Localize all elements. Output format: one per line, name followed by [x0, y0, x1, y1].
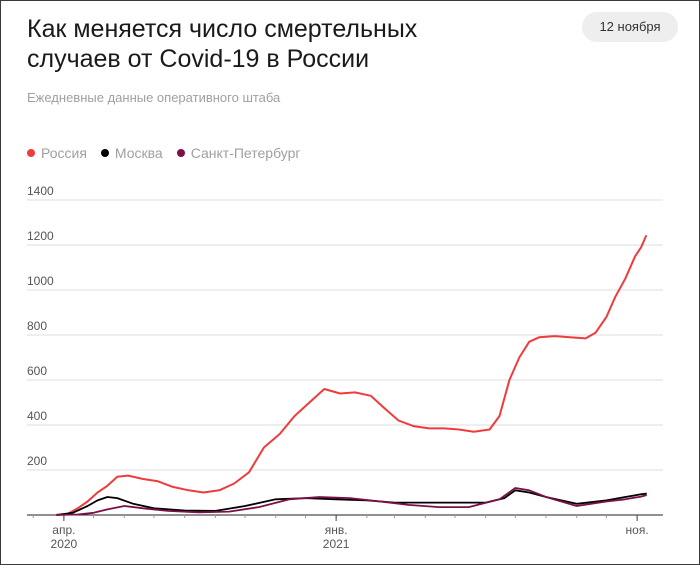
- legend-dot-russia: [27, 149, 35, 157]
- x-tick-label: янв.: [325, 523, 348, 537]
- y-tick-label: 800: [27, 319, 47, 333]
- legend-label-spb: Санкт-Петербург: [190, 145, 301, 161]
- series-line-0: [56, 235, 647, 516]
- series-layer: [56, 235, 647, 516]
- y-tick-label: 200: [27, 454, 47, 468]
- date-badge: 12 ноября: [582, 12, 678, 42]
- x-tick-label: апр.: [52, 523, 75, 537]
- series-line-2: [56, 487, 647, 516]
- x-tick-sublabel: 2021: [323, 537, 350, 551]
- legend-label-moscow: Москва: [114, 145, 163, 161]
- y-tick-label: 1200: [27, 229, 54, 243]
- legend-item-spb[interactable]: Санкт-Петербург: [176, 145, 301, 161]
- legend-item-moscow[interactable]: Москва: [100, 145, 163, 161]
- chart-subtitle: Ежедневные данные оперативного штаба: [27, 90, 281, 105]
- axis-layer: 200 400 600 800 1000 1200 1400 апр.2020 янв.2021…: [27, 184, 663, 551]
- grid-layer: [27, 199, 663, 471]
- series-line-1: [56, 489, 647, 516]
- legend-label-russia: Россия: [41, 145, 87, 161]
- y-tick-label: 1000: [27, 274, 54, 288]
- chart-title: Как меняется число смертельных случаев о…: [27, 15, 418, 73]
- y-tick-label: 600: [27, 364, 47, 378]
- legend-dot-moscow: [100, 149, 109, 157]
- chart-legend: Россия Москва Санкт-Петербург: [27, 143, 315, 163]
- y-tick-label: 1400: [27, 184, 54, 198]
- x-tick-sublabel: 2020: [51, 537, 78, 551]
- legend-item-russia[interactable]: Россия: [27, 145, 87, 161]
- legend-dot-spb: [176, 149, 185, 157]
- y-tick-label: 400: [27, 409, 47, 423]
- x-tick-label: ноя.: [626, 523, 649, 537]
